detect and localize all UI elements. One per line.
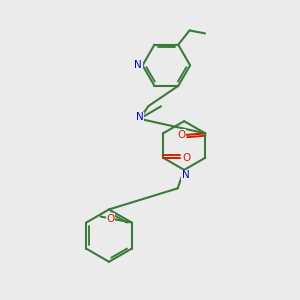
Text: N: N [136, 112, 143, 122]
Text: N: N [182, 170, 190, 180]
Text: O: O [182, 153, 190, 163]
Text: N: N [134, 60, 142, 70]
Text: O: O [177, 130, 186, 140]
Text: O: O [107, 214, 115, 224]
